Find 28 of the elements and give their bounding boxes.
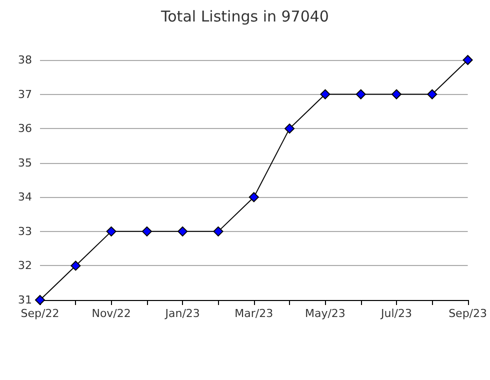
- x-tick-label: Sep/23: [448, 307, 487, 320]
- y-tick-label: 32: [18, 259, 32, 272]
- y-tick-label: 31: [18, 294, 32, 306]
- x-tick-label: Mar/23: [234, 307, 274, 320]
- point: [178, 226, 188, 236]
- y-tick-label: 37: [18, 88, 32, 101]
- x-tick-label: Jan/23: [164, 307, 200, 320]
- point: [391, 89, 402, 100]
- y-tick-label: 33: [18, 224, 32, 238]
- x-tick-label: Jul/23: [380, 307, 412, 320]
- chart-title: Total Listings in 97040: [160, 8, 329, 26]
- point: [427, 89, 438, 100]
- point: [142, 226, 152, 236]
- y-tick-label: 36: [18, 122, 32, 136]
- point: [462, 55, 473, 65]
- point: [248, 192, 259, 202]
- y-tick-label: 34: [18, 190, 32, 204]
- y-tick-label: 35: [18, 156, 32, 170]
- point: [70, 260, 81, 271]
- point: [213, 226, 224, 236]
- point: [106, 226, 116, 236]
- x-tick-label: Sep/22: [20, 307, 60, 320]
- point: [320, 89, 330, 100]
- y-tick-label: 38: [18, 54, 32, 66]
- x-tick-label: May/23: [304, 307, 346, 320]
- x-tick-label: Nov/22: [92, 307, 131, 320]
- point: [356, 89, 366, 100]
- point: [284, 124, 295, 134]
